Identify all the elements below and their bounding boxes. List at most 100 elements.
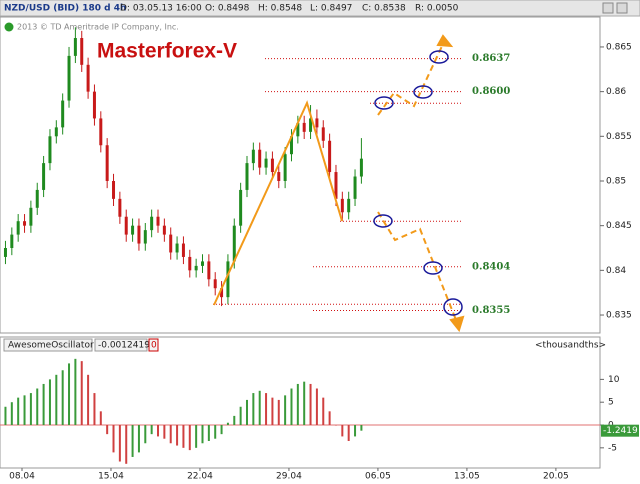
candle-body [207,261,211,280]
osc-bar [214,425,217,439]
marker [374,96,394,110]
oscillator-plot [0,358,600,464]
candle-body [245,163,249,190]
osc-bar [265,393,268,426]
osc-bar [48,379,51,426]
candle-body [328,140,332,173]
info-icon [4,22,14,32]
osc-bar [195,425,198,448]
osc-reading: -0.0012419 [98,341,150,351]
candle-body [213,279,217,289]
marker [373,214,393,228]
osc-bar [144,425,147,444]
marker [423,261,443,275]
level-label: 0.8637 [472,53,510,64]
candle-body [315,118,319,128]
osc-bar [36,388,39,426]
osc-param-box [148,338,159,352]
candle-body [353,176,357,199]
osc-bar [309,383,312,426]
y-tick-label: -5 [608,443,617,453]
y-tick-label: 0.855 [606,132,632,142]
level-label: 0.8404 [472,261,510,272]
osc-bar [4,406,7,426]
candle-body [143,230,147,244]
candle-body [340,198,344,213]
header-button[interactable] [616,2,628,14]
osc-bar [42,383,45,426]
level-label: 0.8600 [472,86,510,97]
candle-body [3,248,7,257]
marker [413,85,433,99]
osc-bar [341,425,344,437]
osc-bar [239,406,242,426]
osc-bar [93,393,96,426]
bar-high: H: 0.8548 [258,4,302,14]
osc-bar [131,425,134,457]
x-tick-label: 06.05 [365,472,391,481]
oscillator-panel [0,336,601,469]
candle-body [239,189,243,226]
marker [443,298,463,316]
header-button[interactable] [602,2,614,14]
candle-body [10,234,14,249]
osc-bar [169,425,172,444]
price-plot: 0.8637 0.8600 0.8404 0.8355 [3,27,510,316]
header-bar [0,0,640,17]
candle-body [220,288,224,298]
candle-body [137,225,141,244]
candle-body [232,225,236,262]
candle-body [16,221,20,235]
osc-bar [347,425,350,441]
osc-bar [201,425,204,444]
bar-range: R: 0.0050 [415,4,459,14]
candle-body [334,172,338,199]
x-tick-label: 08.04 [9,472,35,481]
osc-bar [68,363,71,426]
price-panel [0,16,601,334]
osc-bar [360,425,363,431]
osc-bar [271,397,274,426]
candle-body [270,158,274,173]
osc-bar [61,370,64,426]
y-tick-label: 5 [608,398,614,408]
candle-body [264,158,268,168]
candle-body [86,64,90,92]
candle-body [302,122,306,132]
projection-up [377,43,444,116]
osc-reading-box [94,338,148,352]
osc-bar [125,425,128,464]
y-tick-label: 0.865 [606,42,632,52]
candle-body [67,55,71,101]
osc-bar [10,402,13,426]
osc-bar [182,425,185,448]
osc-bar [252,393,255,426]
osc-bar [315,388,318,426]
candle-body [23,221,27,226]
osc-bar [245,399,248,426]
candle-body [131,225,135,235]
osc-bar [258,390,261,426]
x-tick-label: 29.04 [276,472,302,481]
candle-body [175,243,179,253]
osc-bar [328,411,331,426]
candle-body [258,149,262,168]
bar-open: O: 0.8498 [205,4,250,14]
candle-body [277,172,281,181]
y-tick-label: 0.835 [606,311,632,321]
wave-annotation [213,34,465,333]
candle-body [289,136,293,155]
candle-body [347,198,351,213]
osc-bar [137,425,140,453]
osc-bar [17,397,20,426]
wave-line [213,100,343,306]
osc-bar [207,425,210,441]
candle-body [105,145,109,181]
osc-bar [277,399,280,426]
osc-bar [74,358,77,426]
osc-bar [112,425,115,453]
candle-body [112,180,116,199]
osc-bar [296,383,299,426]
candle-body [162,225,166,235]
